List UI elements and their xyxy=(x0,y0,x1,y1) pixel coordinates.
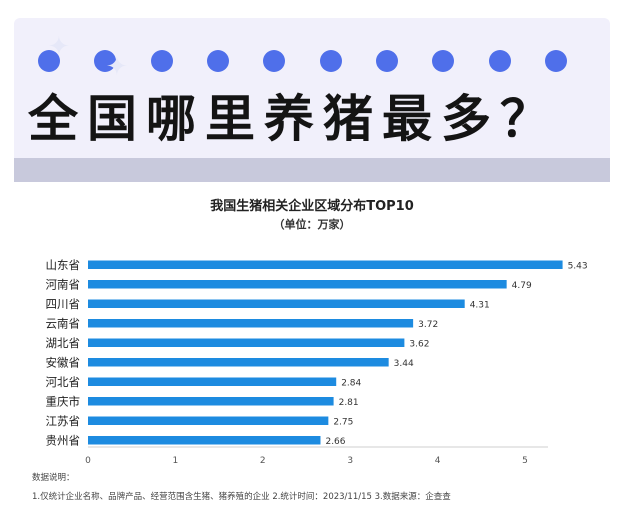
x-tick-label: 3 xyxy=(347,456,353,466)
notes-heading: 数据说明： xyxy=(32,473,75,483)
bar-value-label: 3.44 xyxy=(394,359,414,369)
x-tick-label: 2 xyxy=(260,456,266,466)
bar xyxy=(88,397,334,406)
category-label: 山东省 xyxy=(46,258,81,272)
bar xyxy=(88,416,329,425)
bar-value-label: 2.75 xyxy=(333,417,353,427)
category-label: 湖北省 xyxy=(46,336,81,350)
x-tick-label: 5 xyxy=(522,456,528,466)
notes-line: 1.仅统计企业名称、品牌产品、经营范围含生猪、猪养殖的企业 2.统计时间：202… xyxy=(32,492,451,502)
dot xyxy=(151,50,173,72)
bar-value-label: 2.66 xyxy=(325,437,345,447)
dot xyxy=(432,50,454,72)
dot xyxy=(320,50,342,72)
bar xyxy=(88,358,389,367)
x-tick-label: 4 xyxy=(435,456,441,466)
bar xyxy=(88,338,405,347)
dot xyxy=(38,50,60,72)
x-tick-label: 0 xyxy=(85,456,91,466)
chart-subtitle: （单位：万家） xyxy=(273,218,351,231)
bar-value-label: 4.31 xyxy=(470,300,490,310)
sparkle-icon: ✦ xyxy=(48,32,70,62)
page-headline: 全国哪里养猪最多？ xyxy=(28,90,559,148)
dot xyxy=(376,50,398,72)
category-label: 重庆市 xyxy=(46,394,81,408)
category-label: 四川省 xyxy=(46,297,81,311)
bar-value-label: 3.62 xyxy=(409,339,429,349)
bar xyxy=(88,280,507,289)
dot xyxy=(263,50,285,72)
dot xyxy=(489,50,511,72)
category-label: 河北省 xyxy=(46,375,81,389)
header-divider xyxy=(14,158,610,182)
category-label: 江苏省 xyxy=(46,414,81,428)
category-label: 贵州省 xyxy=(46,433,81,447)
category-label: 安徽省 xyxy=(46,355,81,369)
bar-value-label: 2.81 xyxy=(339,398,359,408)
bar xyxy=(88,299,465,308)
x-tick-label: 1 xyxy=(173,456,179,466)
bar xyxy=(88,260,563,269)
dot xyxy=(545,50,567,72)
category-label: 河南省 xyxy=(46,277,81,291)
dot xyxy=(207,50,229,72)
right-margin xyxy=(610,0,640,506)
bar-value-label: 4.79 xyxy=(512,281,532,291)
bar-value-label: 2.84 xyxy=(341,378,361,388)
bar xyxy=(88,377,337,386)
bar-value-label: 3.72 xyxy=(418,320,438,330)
chart-title: 我国生猪相关企业区域分布TOP10 xyxy=(210,199,414,214)
bar-value-label: 5.43 xyxy=(568,261,588,271)
bar xyxy=(88,319,414,328)
dot xyxy=(94,50,116,72)
category-label: 云南省 xyxy=(46,316,81,330)
bar xyxy=(88,436,321,445)
sparkle-icon: ✦ xyxy=(106,52,128,82)
